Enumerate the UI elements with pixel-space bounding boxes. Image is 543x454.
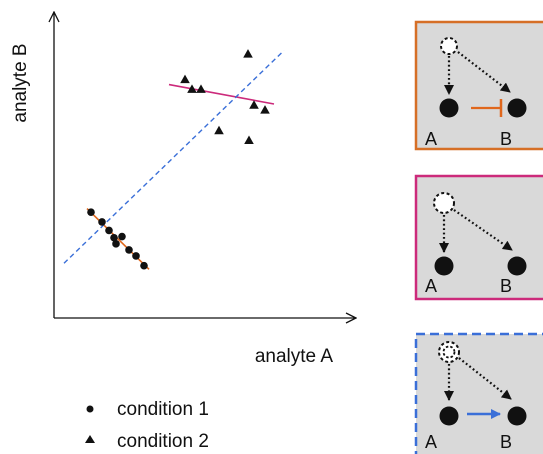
node-a xyxy=(439,98,459,118)
latent-node-outer xyxy=(438,341,460,363)
diagram-panel-activate: A B xyxy=(414,332,543,454)
latent-node-inner xyxy=(442,345,456,359)
node-b-label: B xyxy=(500,432,512,452)
node-a-label: A xyxy=(425,129,437,149)
data-point-condition-1 xyxy=(105,226,113,235)
data-point-condition-2 xyxy=(187,84,197,93)
data-point-condition-2 xyxy=(244,135,254,144)
data-point-condition-1 xyxy=(98,218,106,226)
node-b xyxy=(507,406,527,426)
x-axis-label: analyte A xyxy=(255,346,333,367)
diagram-panel-independent: A B xyxy=(414,174,543,301)
fit-line-all xyxy=(63,49,285,264)
arrow-latent-to-b xyxy=(453,209,513,251)
fit-lines xyxy=(63,49,285,270)
data-point-condition-2 xyxy=(260,105,270,114)
node-a-label: A xyxy=(425,276,437,296)
fit-line-condition-1 xyxy=(86,207,150,270)
data-points xyxy=(87,49,270,270)
node-b-label: B xyxy=(500,129,512,149)
data-point-condition-2 xyxy=(243,49,253,58)
legend-marker-condition-2 xyxy=(85,435,95,443)
data-point-condition-2 xyxy=(180,74,190,84)
data-point-condition-1 xyxy=(87,208,95,217)
node-b-label: B xyxy=(500,276,512,296)
node-b xyxy=(507,98,527,118)
node-a-label: A xyxy=(425,432,437,452)
data-point-condition-1 xyxy=(118,232,126,241)
latent-node xyxy=(433,192,455,214)
legend-label-condition-1: condition 1 xyxy=(117,399,209,420)
legend: condition 1 condition 2 xyxy=(85,399,209,452)
data-point-condition-1 xyxy=(140,261,148,270)
data-point-condition-2 xyxy=(196,84,206,93)
panel-background xyxy=(414,332,543,454)
data-point-condition-1 xyxy=(110,233,118,242)
data-point-condition-1 xyxy=(132,252,140,260)
latent-node xyxy=(440,37,458,55)
data-point-condition-1 xyxy=(125,246,133,254)
node-a xyxy=(439,406,459,426)
node-a xyxy=(434,256,454,276)
panel-background xyxy=(414,20,543,151)
fit-line-condition-2 xyxy=(168,83,275,105)
legend-label-condition-2: condition 2 xyxy=(117,431,209,452)
node-b xyxy=(507,256,527,276)
plot-axes xyxy=(54,12,356,318)
data-point-condition-1 xyxy=(112,240,120,248)
data-point-condition-2 xyxy=(249,100,259,109)
legend-marker-condition-1 xyxy=(86,405,94,413)
data-point-condition-2 xyxy=(214,125,224,135)
y-axis-label: analyte B xyxy=(10,43,31,122)
diagram-panel-inhibit: A B xyxy=(414,20,543,151)
